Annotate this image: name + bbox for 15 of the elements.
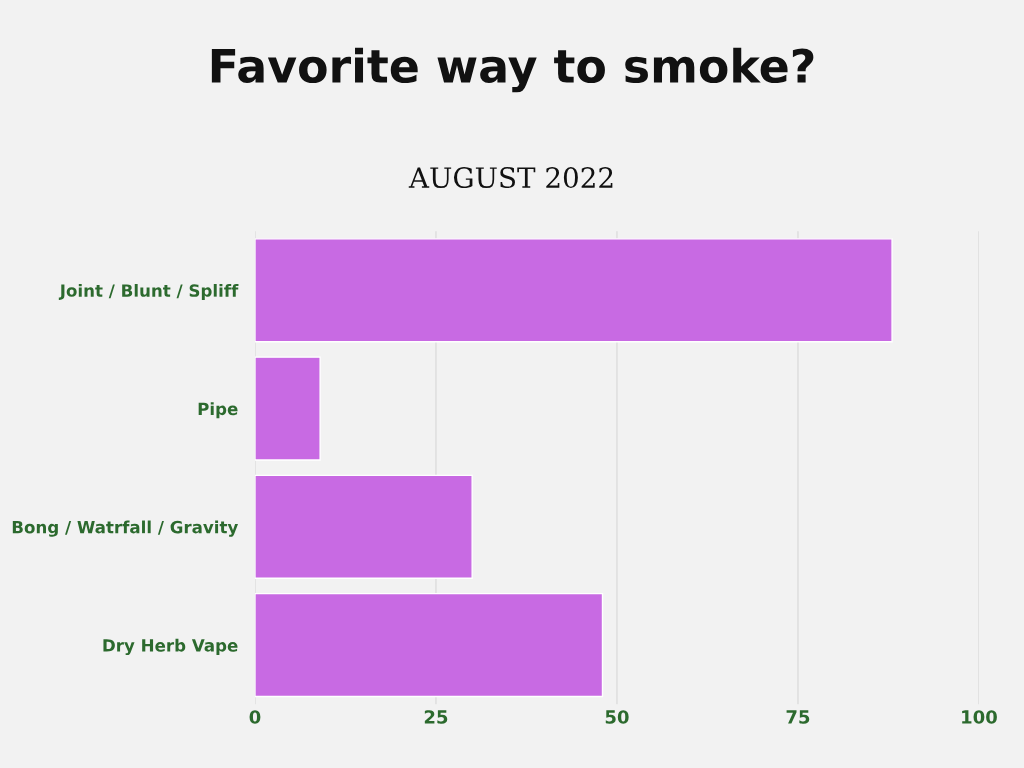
chart-subtitle: AUGUST 2022 — [408, 167, 613, 189]
bar — [254, 356, 321, 461]
bar — [254, 474, 473, 579]
chart-title: Favorite way to smoke? — [211, 47, 814, 93]
y-tick-label: Pipe — [198, 402, 238, 419]
x-tick-label: 100 — [962, 710, 997, 724]
y-tick-label: Bong / Watrfall / Gravity — [12, 520, 239, 537]
bar — [254, 592, 604, 698]
x-tick-label: 75 — [786, 710, 810, 724]
y-tick-label: Dry Herb Vape — [103, 638, 238, 656]
bar — [254, 238, 893, 343]
x-tick-label: 25 — [424, 710, 448, 724]
y-tick-label: Joint / Blunt / Spliff — [58, 283, 239, 301]
x-tick-label: 0 — [249, 710, 261, 724]
x-tick-label: 50 — [605, 710, 629, 724]
